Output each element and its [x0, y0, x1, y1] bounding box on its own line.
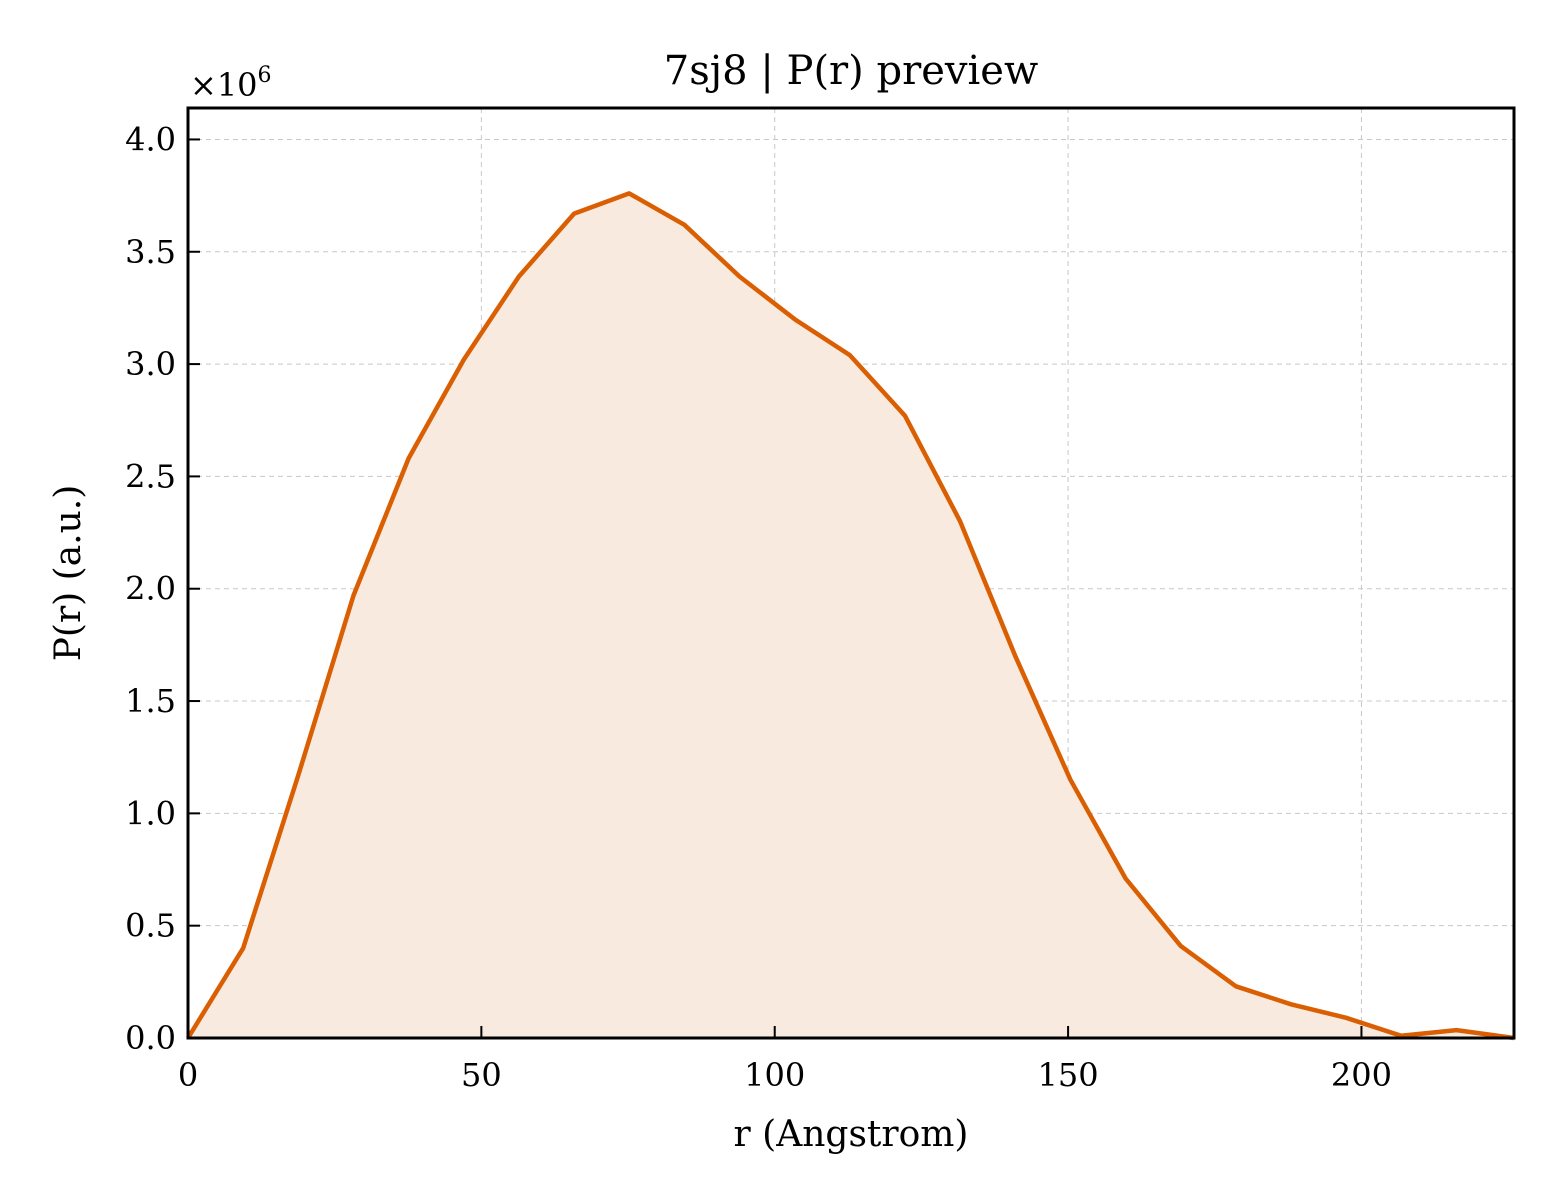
x-tick-label: 150 [1038, 1056, 1099, 1094]
y-tick-label: 1.5 [125, 682, 176, 720]
x-tick-label: 50 [461, 1056, 502, 1094]
x-tick-label: 0 [178, 1056, 198, 1094]
area-fill [188, 193, 1514, 1038]
y-tick-label: 0.5 [125, 907, 176, 945]
y-scale-exponent: 6 [258, 63, 272, 88]
y-tick-label: 4.0 [125, 120, 176, 158]
y-tick-label: 3.0 [125, 345, 176, 383]
ticks: 0 50 100 150 200 0.0 0.5 1.0 1.5 2.0 2.5 3.0 3.5 4.0 [125, 120, 1392, 1094]
y-tick-label: 1.0 [125, 794, 176, 832]
chart-title: 7sj8 | P(r) preview [664, 48, 1038, 94]
y-tick-label: 2.0 [125, 570, 176, 608]
y-scale-multiplier: ×106 [190, 63, 272, 104]
y-tick-label: 0.0 [125, 1019, 176, 1057]
y-scale-base: ×10 [190, 66, 258, 104]
x-tick-label: 200 [1331, 1056, 1392, 1094]
y-tick-label: 2.5 [125, 457, 176, 495]
series-line [186, 191, 1515, 1041]
x-axis-label: r (Angstrom) [734, 1114, 969, 1155]
y-tick-label: 3.5 [125, 233, 176, 271]
x-tick-label: 100 [744, 1056, 805, 1094]
y-axis-label: P(r) (a.u.) [48, 485, 89, 662]
plot-frame [186, 106, 1516, 1040]
